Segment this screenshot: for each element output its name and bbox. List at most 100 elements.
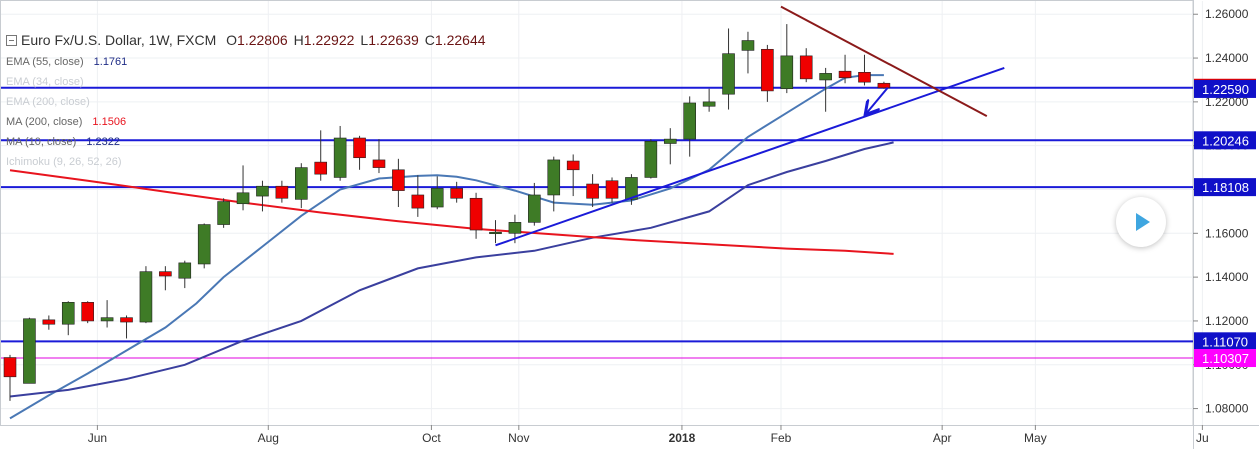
ohlc-key-l: L [360, 32, 369, 48]
x-tick-label: May [1024, 431, 1047, 445]
series-line-ma-10-close- [9, 74, 884, 420]
indicator-row[interactable]: Ichimoku (9, 26, 52, 26) [6, 152, 486, 172]
price-label-box [1194, 332, 1256, 351]
candle-up [819, 73, 832, 81]
price-label-box [1194, 79, 1256, 98]
indicator-label: MA (200, close) [6, 116, 83, 128]
x-tick-label: Feb [771, 431, 792, 445]
price-label-text: 1.11070 [1202, 334, 1248, 349]
y-tick-label: 1.14000 [1205, 270, 1249, 284]
candle-down [42, 319, 56, 325]
ohlc-values: O1.22806 H1.22922 L1.22639 C1.22644 [220, 32, 485, 48]
candle-down [120, 317, 133, 323]
legend-title[interactable]: Euro Fx/U.S. Dollar, 1W, FXCM O1.22806 H 1… [6, 28, 486, 52]
candle-down [314, 161, 328, 175]
candle-down [469, 197, 483, 231]
collapse-icon[interactable] [6, 35, 17, 46]
candle-down [838, 70, 852, 79]
y-tick-label: 1.26000 [1205, 7, 1249, 21]
candle-down [761, 48, 774, 92]
indicator-label: EMA (55, close) [6, 56, 84, 68]
ohlc-key-o: O [226, 32, 238, 48]
price-label-text: 1.10307 [1202, 351, 1249, 366]
candle-up [741, 40, 755, 51]
candle-up [430, 188, 444, 208]
candle-up [547, 159, 561, 196]
y-tick-label: 1.24000 [1205, 51, 1249, 65]
y-tick-label: 1.12000 [1205, 314, 1249, 328]
candle-up [489, 231, 502, 235]
x-tick-label: 2018 [669, 431, 696, 445]
indicator-row[interactable]: EMA (34, close) [6, 72, 486, 92]
indicator-row[interactable]: EMA (55, close) 1.1761 [6, 52, 486, 72]
candle-down [3, 357, 17, 378]
indicator-row[interactable]: MA (10, close) 1.2322 [6, 132, 486, 152]
candle-up [528, 194, 541, 223]
candle-down [586, 183, 599, 199]
candle-up [139, 271, 153, 323]
price-label-box [1194, 349, 1256, 368]
candle-up [702, 101, 716, 107]
indicator-label: EMA (200, close) [6, 96, 90, 108]
projection-arrow [866, 86, 889, 114]
candle-down [275, 185, 289, 199]
candle-up [683, 102, 697, 140]
candle-up [236, 192, 250, 205]
candle-down [877, 82, 891, 89]
y-tick-label: 1.16000 [1205, 226, 1249, 240]
candle-up [663, 138, 677, 144]
candle-down [372, 159, 386, 168]
candle-down [81, 302, 94, 322]
candle-down [450, 188, 463, 199]
x-tick-label: Jun [88, 431, 107, 445]
candle-up [333, 137, 347, 178]
indicator-label: Ichimoku (9, 26, 52, 26) [6, 156, 122, 168]
indicator-value: 1.1506 [92, 116, 127, 128]
falling-trendline [780, 5, 988, 117]
x-tick-label: Aug [258, 431, 279, 445]
candle-up [61, 302, 75, 325]
candle-down [566, 160, 580, 171]
candle-down [411, 194, 425, 209]
ohlc-key-c: C [424, 32, 435, 48]
indicator-list: EMA (55, close) 1.1761 EMA (34, close) EMA … [6, 52, 486, 172]
candle-up [625, 177, 638, 200]
candle-down [799, 55, 813, 80]
ohlc-value-o: 1.22806 [237, 32, 288, 48]
candle-up [23, 318, 36, 384]
y-tick-label: 1.22000 [1205, 95, 1249, 109]
ohlc-key-h: H [293, 32, 304, 48]
ohlc-value-c: 1.22644 [434, 32, 486, 48]
chart-legend: Euro Fx/U.S. Dollar, 1W, FXCM O1.22806 H 1… [6, 28, 486, 172]
candle-up [294, 167, 308, 200]
price-label-text: 1.20246 [1202, 133, 1249, 148]
candle-up [178, 262, 192, 279]
candle-down [159, 271, 172, 277]
play-button[interactable] [1116, 197, 1166, 247]
candle-down [392, 169, 405, 191]
candle-up [197, 224, 211, 265]
candle-up [780, 55, 794, 90]
rising-trendline [495, 66, 1005, 247]
x-tick-label: Nov [508, 431, 529, 445]
indicator-value: 1.2322 [86, 136, 120, 148]
candle-up [217, 201, 230, 225]
symbol-label: Euro Fx/U.S. Dollar, 1W, FXCM [21, 32, 217, 48]
indicator-row[interactable]: EMA (200, close) [6, 92, 486, 112]
candle-up [508, 222, 522, 234]
candle-up [722, 53, 735, 95]
x-tick-label: Apr [933, 431, 952, 445]
price-label-text: 1.22590 [1202, 82, 1249, 97]
price-label-text: 1.18108 [1202, 180, 1249, 195]
indicator-row[interactable]: MA (200, close) 1.1506 [6, 112, 486, 132]
candle-down [605, 180, 619, 199]
candle-down [353, 137, 366, 159]
indicator-label: EMA (34, close) [6, 76, 84, 88]
indicator-label: MA (10, close) [6, 136, 77, 148]
price-label-box [1194, 131, 1256, 150]
indicator-value: 1.1761 [93, 56, 128, 68]
candle-up [644, 141, 658, 178]
x-tick-label: Oct [422, 431, 441, 445]
